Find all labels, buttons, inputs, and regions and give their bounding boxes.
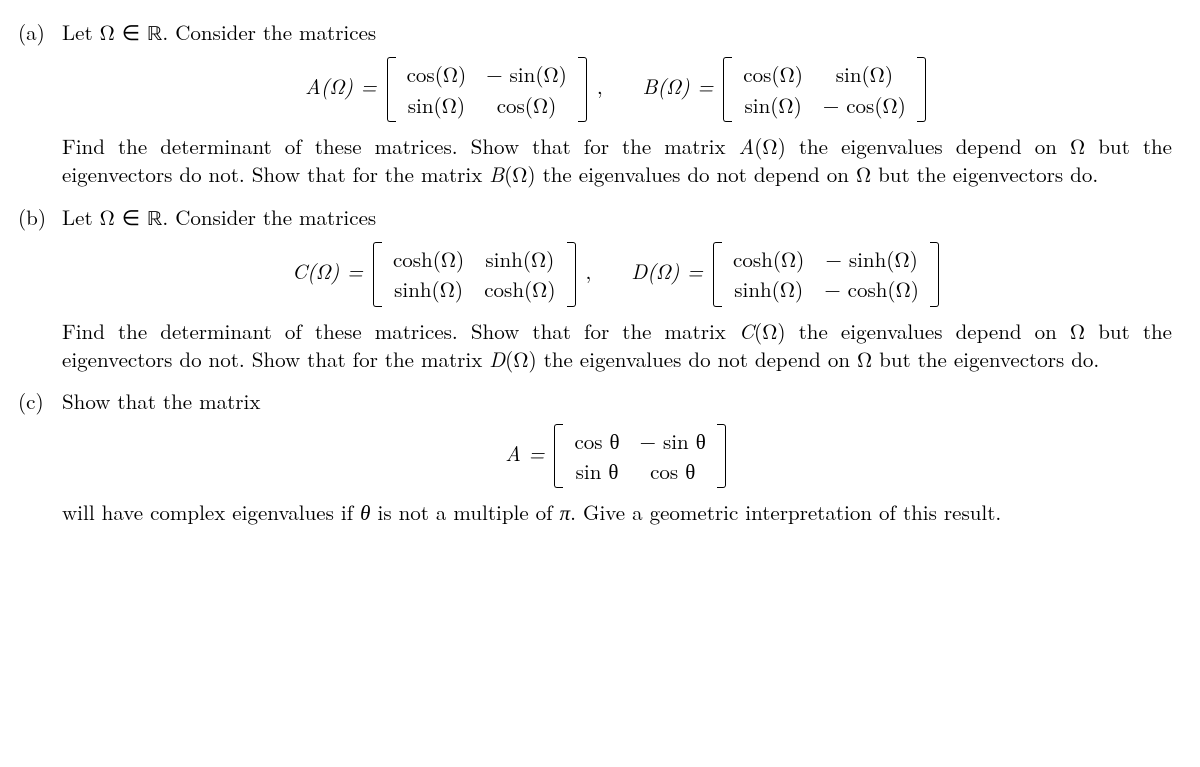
part-a: (a) Let Ω ∈ ℝ. Consider the matrices A(Ω… <box>18 18 1172 189</box>
part-a-para: Find the determinant of these matrices. … <box>62 132 1172 189</box>
part-c-label: (c) <box>18 387 62 526</box>
part-a-intro: Let Ω ∈ ℝ. Consider the matrices <box>62 17 376 47</box>
matrix-Ac: cos θ − sin θ sin θ cos θ <box>554 426 725 487</box>
matrix-D: cosh(Ω) − sinh(Ω) sinh(Ω) − cosh(Ω) <box>713 244 939 305</box>
part-c-intro: Show that the matrix <box>62 386 260 416</box>
part-b-body: Let Ω ∈ ℝ. Consider the matrices C(Ω) = … <box>62 203 1172 374</box>
part-c-para: will have complex eigenvalues if θ is no… <box>62 498 1172 526</box>
part-c: (c) Show that the matrix A = cos θ − sin… <box>18 387 1172 526</box>
part-c-equation: A = cos θ − sin θ sin θ cos θ <box>62 426 1172 487</box>
part-a-label: (a) <box>18 18 62 189</box>
part-b: (b) Let Ω ∈ ℝ. Consider the matrices C(Ω… <box>18 203 1172 374</box>
part-a-equation: A(Ω) = cos(Ω) − sin(Ω) sin(Ω) cos(Ω) , B… <box>62 59 1172 120</box>
matrix-A: cos(Ω) − sin(Ω) sin(Ω) cos(Ω) <box>387 59 587 120</box>
part-b-para: Find the determinant of these matrices. … <box>62 317 1172 374</box>
matrix-B: cos(Ω) sin(Ω) sin(Ω) − cos(Ω) <box>723 59 926 120</box>
part-b-intro: Let Ω ∈ ℝ. Consider the matrices <box>62 202 376 232</box>
part-c-body: Show that the matrix A = cos θ − sin θ s… <box>62 387 1172 526</box>
matrix-C: cosh(Ω) sinh(Ω) sinh(Ω) cosh(Ω) <box>373 244 576 305</box>
part-b-label: (b) <box>18 203 62 374</box>
part-a-body: Let Ω ∈ ℝ. Consider the matrices A(Ω) = … <box>62 18 1172 189</box>
part-b-equation: C(Ω) = cosh(Ω) sinh(Ω) sinh(Ω) cosh(Ω) ,… <box>62 244 1172 305</box>
